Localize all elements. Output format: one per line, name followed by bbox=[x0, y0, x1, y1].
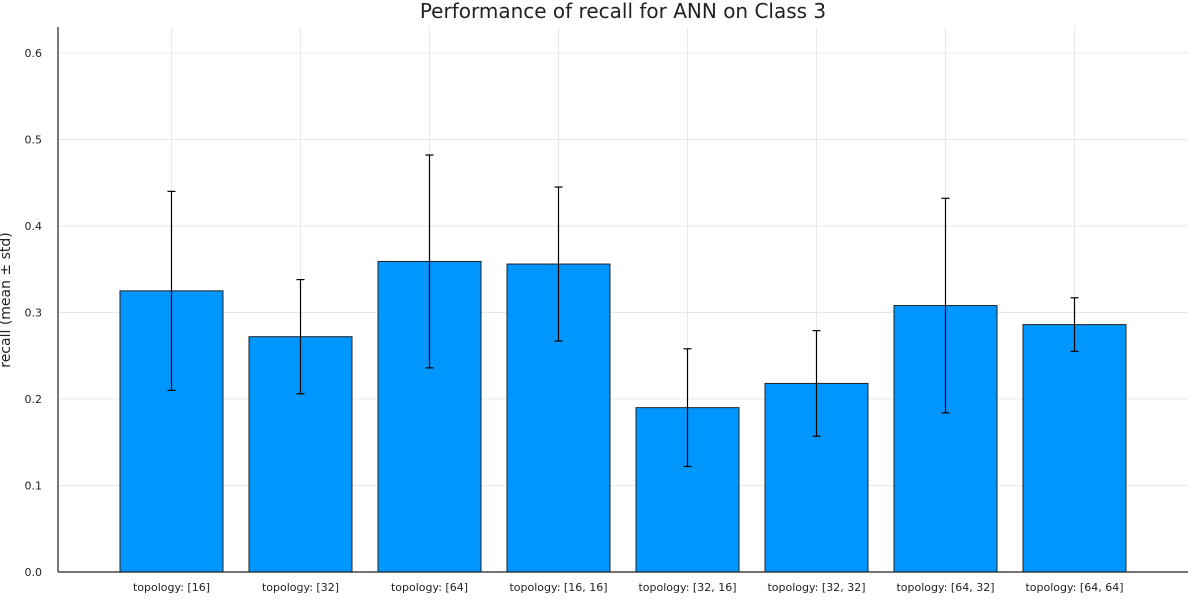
x-tick-label: topology: [32, 16] bbox=[638, 581, 736, 594]
x-tick-labels: topology: [16] topology: [32] topology: [6… bbox=[133, 581, 1124, 594]
error-bar bbox=[425, 154, 434, 369]
x-tick-label: topology: [64, 64] bbox=[1025, 581, 1123, 594]
error-bar bbox=[554, 186, 563, 342]
chart-title: Performance of recall for ANN on Class 3 bbox=[420, 0, 826, 23]
error-bars bbox=[167, 154, 1079, 468]
error-bar bbox=[1070, 297, 1079, 353]
bar bbox=[1022, 324, 1127, 573]
error-bar bbox=[683, 348, 692, 468]
x-tick-label: topology: [64, 32] bbox=[896, 581, 994, 594]
x-tick-label: topology: [16, 16] bbox=[509, 581, 607, 594]
x-tick-label: topology: [32, 32] bbox=[767, 581, 865, 594]
y-tick-label: 0.3 bbox=[25, 306, 43, 319]
y-tick-labels: 0.0 0.1 0.2 0.3 0.4 0.5 0.6 bbox=[25, 47, 43, 579]
x-tick-label: topology: [16] bbox=[133, 581, 210, 594]
error-bar bbox=[812, 330, 821, 437]
y-tick-label: 0.2 bbox=[25, 393, 43, 406]
y-axis-label: recall (mean ± std) bbox=[0, 232, 14, 368]
x-tick-label: topology: [32] bbox=[262, 581, 339, 594]
grid bbox=[58, 27, 1188, 572]
error-bar bbox=[167, 190, 176, 391]
x-tick-label: topology: [64] bbox=[391, 581, 468, 594]
y-tick-label: 0.6 bbox=[25, 47, 43, 60]
y-tick-label: 0.0 bbox=[25, 566, 43, 579]
y-tick-label: 0.4 bbox=[25, 220, 43, 233]
error-bar bbox=[941, 197, 950, 414]
y-tick-label: 0.1 bbox=[25, 479, 43, 492]
error-bar bbox=[296, 279, 305, 395]
y-tick-label: 0.5 bbox=[25, 133, 43, 146]
bars bbox=[119, 260, 1127, 573]
axes bbox=[57, 27, 1188, 573]
